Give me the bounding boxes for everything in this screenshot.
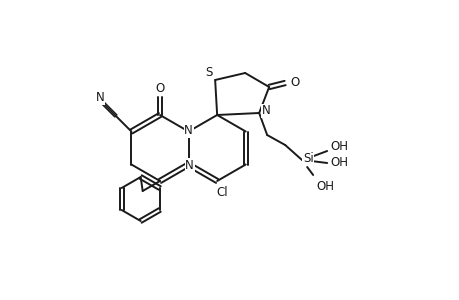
Text: OH: OH bbox=[315, 181, 333, 194]
Text: Si: Si bbox=[302, 152, 313, 166]
Text: N: N bbox=[96, 91, 105, 104]
Text: O: O bbox=[290, 76, 299, 88]
Text: O: O bbox=[155, 82, 164, 95]
Text: N: N bbox=[185, 159, 194, 172]
Text: N: N bbox=[184, 124, 192, 137]
Text: N: N bbox=[261, 104, 270, 118]
Text: OH: OH bbox=[330, 157, 347, 169]
Text: S: S bbox=[205, 67, 213, 80]
Text: Cl: Cl bbox=[216, 187, 228, 200]
Text: OH: OH bbox=[330, 140, 347, 154]
